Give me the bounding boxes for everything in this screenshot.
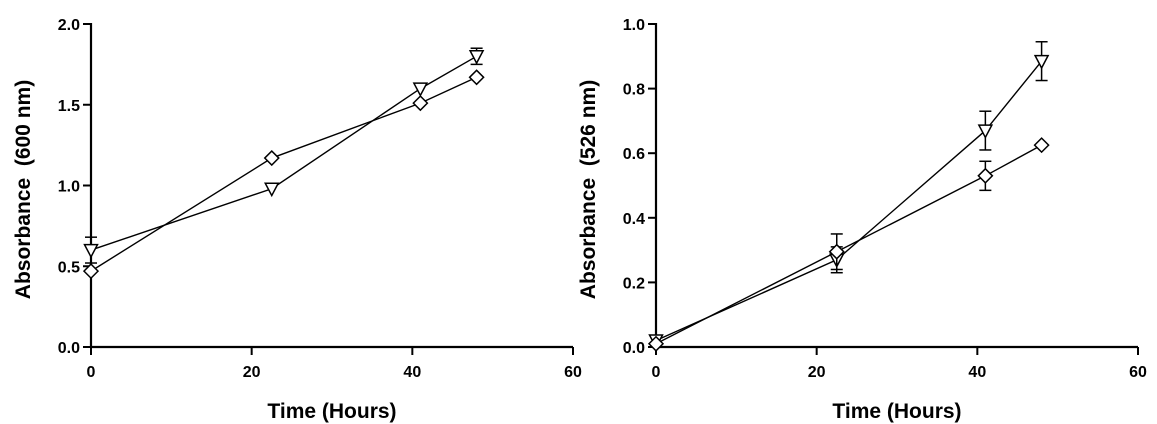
series-line	[655, 60, 1043, 342]
x-tick-label: 0	[87, 364, 96, 381]
data-point-triangle	[264, 182, 280, 198]
x-tick-label: 20	[243, 364, 261, 381]
data-point-diamond	[412, 95, 429, 112]
data-point-diamond	[977, 167, 994, 184]
y-tick-label: 0.6	[623, 146, 645, 163]
x-tick-label: 60	[564, 364, 582, 381]
series-line	[655, 144, 1042, 345]
data-point-diamond	[828, 243, 845, 260]
chart-panel-left: 0.0 0.5 1.0 1.5 2.0 0 20 40 60 Time (Hours) Absorb…	[12, 17, 582, 423]
data-point-triangle	[468, 50, 485, 65]
series-triangle-down	[648, 41, 1050, 349]
y-tick-label: 0.0	[623, 340, 645, 357]
data-point-triangle	[977, 124, 994, 140]
series-triangle-down	[83, 47, 485, 264]
series-diamond	[647, 137, 1050, 352]
x-tick-label: 60	[1129, 364, 1147, 381]
series-line	[90, 76, 477, 272]
data-point-diamond	[468, 69, 485, 86]
y-tick-label: 2.0	[58, 17, 80, 34]
y-tick-label: 0.8	[623, 82, 645, 99]
y-tick-label: 0.4	[623, 211, 645, 228]
x-axis-title: Time (Hours)	[832, 400, 961, 423]
x-tick-label: 40	[403, 364, 421, 381]
chart-panel-right: 0.0 0.2 0.4 0.6 0.8 1.0 0 20 40 60 Time (Hours) Abs…	[577, 17, 1147, 423]
series-diamond	[82, 69, 485, 280]
y-tick-label: 0.2	[623, 275, 645, 292]
y-tick-label: 1.0	[58, 179, 80, 196]
data-point-diamond	[1033, 137, 1050, 154]
x-axis-title: Time (Hours)	[267, 400, 396, 423]
x-tick-label: 0	[652, 364, 661, 381]
x-tick-label: 40	[968, 364, 986, 381]
y-tick-label: 0.5	[58, 259, 80, 276]
data-point-diamond	[82, 263, 100, 280]
data-point-diamond	[647, 335, 665, 352]
y-axis-title: Absorbance (600 nm)	[12, 80, 35, 299]
data-point-triangle	[412, 82, 429, 98]
data-point-triangle	[1033, 54, 1050, 70]
series-line	[90, 55, 477, 251]
data-point-diamond	[263, 149, 280, 167]
x-tick-label: 20	[808, 364, 826, 381]
y-tick-label: 1.0	[623, 17, 645, 34]
y-tick-label: 1.5	[58, 98, 80, 115]
y-tick-label: 0.0	[58, 340, 80, 357]
data-point-triangle	[83, 243, 99, 259]
y-axis-title: Absorbance (526 nm)	[577, 80, 600, 299]
